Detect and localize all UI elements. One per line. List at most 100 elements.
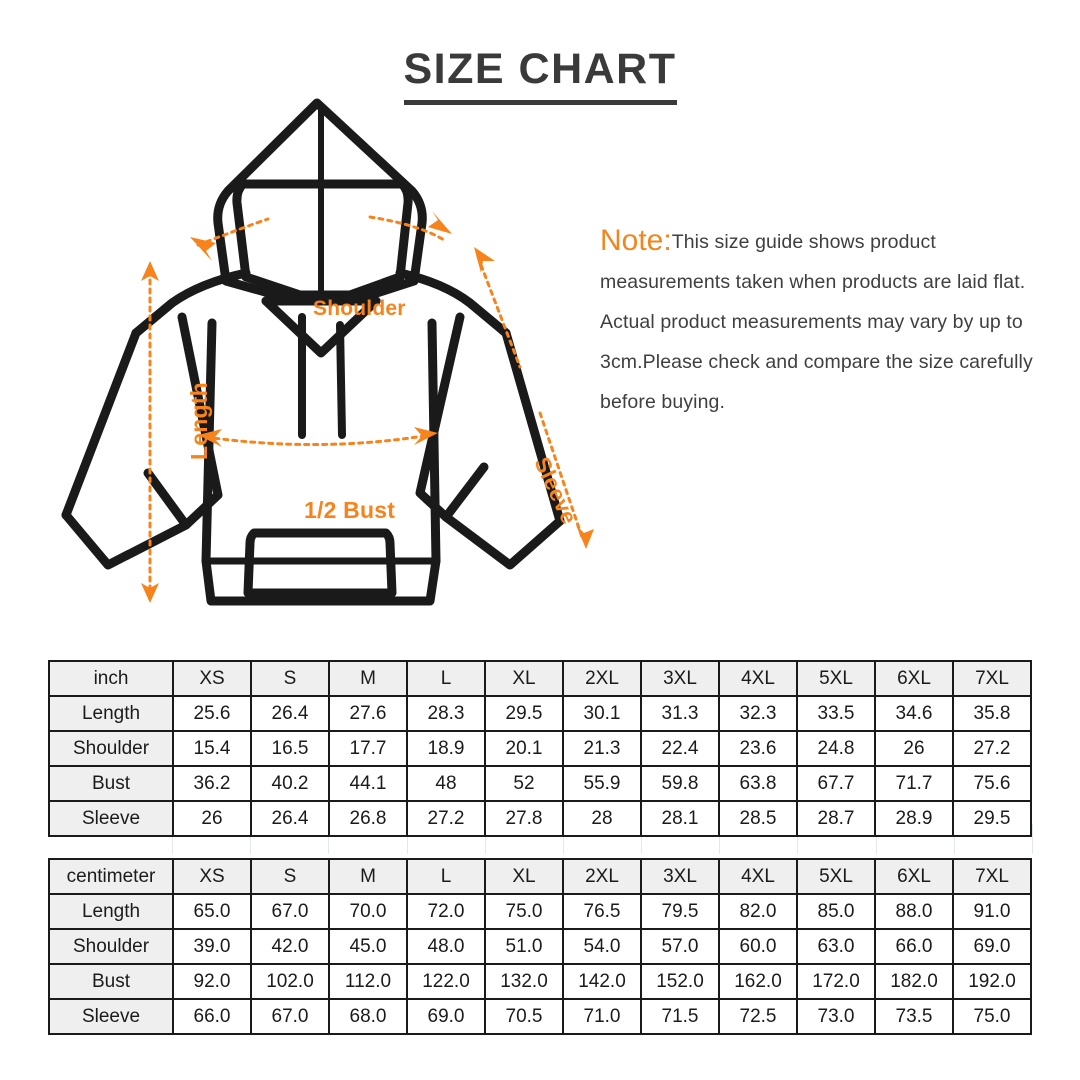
shoulder-guide-left bbox=[196, 217, 270, 247]
cell-shoulder-7xl: 27.2 bbox=[952, 730, 1032, 767]
size-header-6xl: 6XL bbox=[874, 858, 954, 895]
cell-length-3xl: 31.3 bbox=[640, 695, 720, 732]
cell-length-6xl: 34.6 bbox=[874, 695, 954, 732]
measurement-arrowheads bbox=[141, 211, 594, 603]
cell-length-m: 70.0 bbox=[328, 893, 408, 930]
cell-length-7xl: 35.8 bbox=[952, 695, 1032, 732]
label-shoulder: Shoulder bbox=[313, 297, 406, 320]
gap-guide bbox=[406, 824, 408, 854]
measurement-guides bbox=[141, 211, 594, 603]
row-label-shoulder: Shoulder bbox=[48, 928, 174, 965]
table-row: Bust 92.0 102.0 112.0 122.0 132.0 142.0 152.0 16… bbox=[48, 963, 1032, 1000]
cell-bust-5xl: 67.7 bbox=[796, 765, 876, 802]
table-gap-guides bbox=[48, 824, 1033, 854]
cell-shoulder-xs: 39.0 bbox=[172, 928, 252, 965]
size-header-xl: XL bbox=[484, 858, 564, 895]
row-label-bust: Bust bbox=[48, 765, 174, 802]
size-header-6xl: 6XL bbox=[874, 660, 954, 697]
cell-bust-6xl: 182.0 bbox=[874, 963, 954, 1000]
note-block: Note:This size guide shows product measu… bbox=[600, 222, 1052, 422]
size-header-xs: XS bbox=[172, 660, 252, 697]
cell-shoulder-m: 45.0 bbox=[328, 928, 408, 965]
gap-guide bbox=[641, 824, 643, 854]
sleeve-guide-lower bbox=[538, 411, 584, 539]
cell-bust-xl: 132.0 bbox=[484, 963, 564, 1000]
cell-bust-l: 48 bbox=[406, 765, 486, 802]
cell-sleeve-l: 27.2 bbox=[406, 800, 486, 837]
cell-bust-2xl: 142.0 bbox=[562, 963, 642, 1000]
row-label-bust: Bust bbox=[48, 963, 174, 1000]
cell-sleeve-6xl: 73.5 bbox=[874, 998, 954, 1035]
size-header-5xl: 5XL bbox=[796, 660, 876, 697]
table-row: Sleeve 26 26.4 26.8 27.2 27.8 28 28.1 28.5 28.7 28… bbox=[48, 800, 1032, 837]
cell-length-6xl: 88.0 bbox=[874, 893, 954, 930]
cell-bust-7xl: 192.0 bbox=[952, 963, 1032, 1000]
cell-bust-5xl: 172.0 bbox=[796, 963, 876, 1000]
table-row: Bust 36.2 40.2 44.1 48 52 55.9 59.8 63.8 67.7 71.7… bbox=[48, 765, 1032, 802]
table-row: Shoulder 39.0 42.0 45.0 48.0 51.0 54.0 57.0 60.0… bbox=[48, 928, 1032, 965]
gap-guide bbox=[719, 824, 721, 854]
table-row: Length 65.0 67.0 70.0 72.0 75.0 76.5 79.5 82.0 85… bbox=[48, 893, 1032, 930]
cell-shoulder-2xl: 54.0 bbox=[562, 928, 642, 965]
hoodie-outline-icon bbox=[61, 98, 565, 606]
label-half-bust: 1/2 Bust bbox=[304, 497, 396, 523]
cell-sleeve-2xl: 28 bbox=[562, 800, 642, 837]
cell-shoulder-m: 17.7 bbox=[328, 730, 408, 767]
cell-shoulder-3xl: 22.4 bbox=[640, 730, 720, 767]
cell-shoulder-xl: 20.1 bbox=[484, 730, 564, 767]
cell-length-3xl: 79.5 bbox=[640, 893, 720, 930]
cell-shoulder-6xl: 66.0 bbox=[874, 928, 954, 965]
cell-length-5xl: 85.0 bbox=[796, 893, 876, 930]
note-lead: Note: bbox=[600, 224, 672, 257]
page-title-wrap: SIZE CHART bbox=[0, 48, 1080, 105]
size-header-3xl: 3XL bbox=[640, 660, 720, 697]
page-title: SIZE CHART bbox=[403, 48, 677, 105]
cell-bust-m: 112.0 bbox=[328, 963, 408, 1000]
cell-bust-4xl: 162.0 bbox=[718, 963, 798, 1000]
cell-sleeve-l: 69.0 bbox=[406, 998, 486, 1035]
cell-shoulder-xl: 51.0 bbox=[484, 928, 564, 965]
note-body: This size guide shows product measuremen… bbox=[600, 231, 1033, 413]
cell-length-xl: 75.0 bbox=[484, 893, 564, 930]
cell-sleeve-6xl: 28.9 bbox=[874, 800, 954, 837]
cell-sleeve-m: 68.0 bbox=[328, 998, 408, 1035]
size-header-5xl: 5XL bbox=[796, 858, 876, 895]
cell-sleeve-7xl: 29.5 bbox=[952, 800, 1032, 837]
gap-guide bbox=[328, 824, 330, 854]
row-label-shoulder: Shoulder bbox=[48, 730, 174, 767]
size-header-l: L bbox=[406, 660, 486, 697]
size-header-s: S bbox=[250, 858, 330, 895]
cell-length-xs: 65.0 bbox=[172, 893, 252, 930]
cell-shoulder-7xl: 69.0 bbox=[952, 928, 1032, 965]
cell-length-l: 28.3 bbox=[406, 695, 486, 732]
gap-guide bbox=[953, 824, 955, 854]
size-header-l: L bbox=[406, 858, 486, 895]
table-cm-body: Length 65.0 67.0 70.0 72.0 75.0 76.5 79.5 82.0 85… bbox=[48, 893, 1032, 1035]
table-inch-header: inch XS S M L XL 2XL 3XL 4XL 5XL 6XL 7XL bbox=[48, 660, 1032, 697]
gap-guide bbox=[172, 824, 173, 854]
size-header-xs: XS bbox=[172, 858, 252, 895]
cell-sleeve-xl: 27.8 bbox=[484, 800, 564, 837]
cell-shoulder-l: 48.0 bbox=[406, 928, 486, 965]
size-header-4xl: 4XL bbox=[718, 660, 798, 697]
size-header-3xl: 3XL bbox=[640, 858, 720, 895]
row-label-sleeve: Sleeve bbox=[48, 800, 174, 837]
size-table-inch: inch XS S M L XL 2XL 3XL 4XL 5XL 6XL 7XL Length 25.6… bbox=[48, 660, 1032, 837]
size-header-2xl: 2XL bbox=[562, 660, 642, 697]
cell-length-s: 26.4 bbox=[250, 695, 330, 732]
bust-guide bbox=[204, 433, 432, 446]
cell-sleeve-5xl: 73.0 bbox=[796, 998, 876, 1035]
cell-shoulder-2xl: 21.3 bbox=[562, 730, 642, 767]
row-label-length: Length bbox=[48, 695, 174, 732]
cell-length-l: 72.0 bbox=[406, 893, 486, 930]
size-header-xl: XL bbox=[484, 660, 564, 697]
cell-sleeve-m: 26.8 bbox=[328, 800, 408, 837]
cell-sleeve-xl: 70.5 bbox=[484, 998, 564, 1035]
unit-cell: centimeter bbox=[48, 858, 174, 895]
table-row: Length 25.6 26.4 27.6 28.3 29.5 30.1 31.3 32.3 33… bbox=[48, 695, 1032, 732]
cell-sleeve-3xl: 28.1 bbox=[640, 800, 720, 837]
size-header-m: M bbox=[328, 858, 408, 895]
table-row: Shoulder 15.4 16.5 17.7 18.9 20.1 21.3 22.4 23.6… bbox=[48, 730, 1032, 767]
size-header-2xl: 2XL bbox=[562, 858, 642, 895]
label-length: Length bbox=[186, 382, 212, 460]
